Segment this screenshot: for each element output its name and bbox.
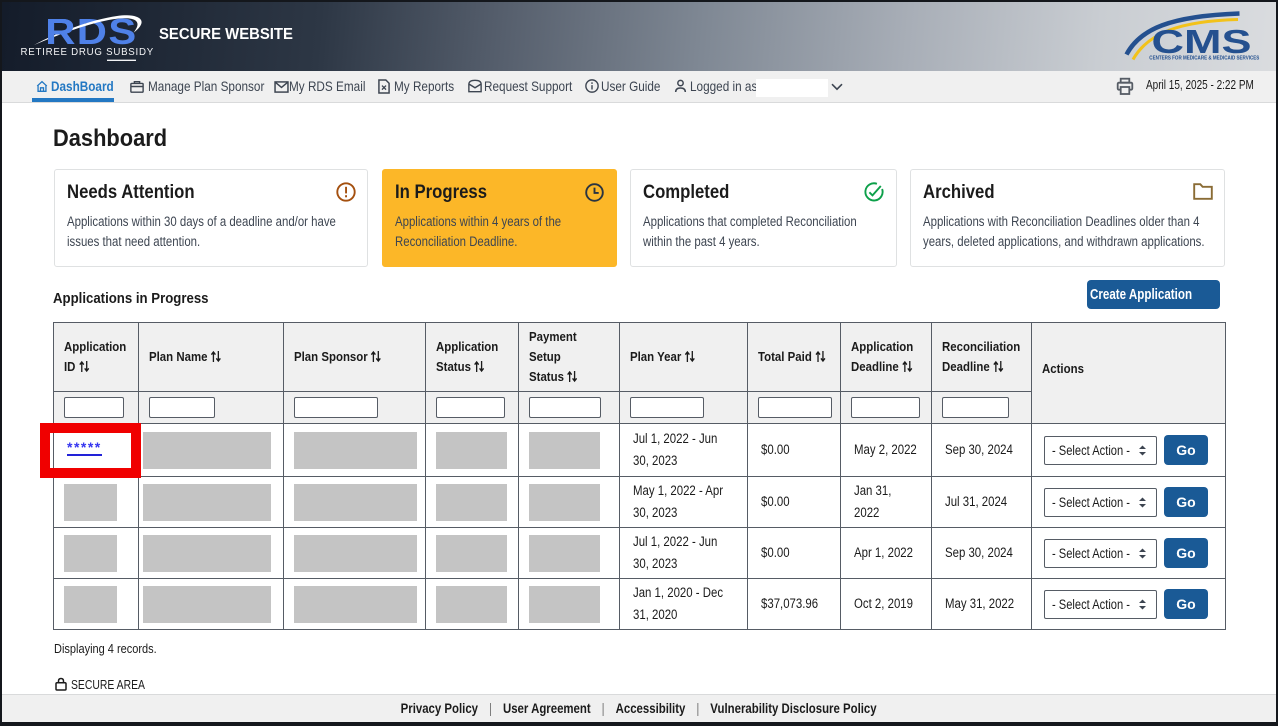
svg-text:RETIREE DRUG SUBSIDY: RETIREE DRUG SUBSIDY (21, 47, 154, 58)
svg-text:R: R (45, 13, 75, 53)
svg-text:CMS: CMS (1152, 23, 1252, 60)
svg-text:CENTERS FOR MEDICARE & MEDICAI: CENTERS FOR MEDICARE & MEDICAID SERVICES (1149, 55, 1259, 61)
